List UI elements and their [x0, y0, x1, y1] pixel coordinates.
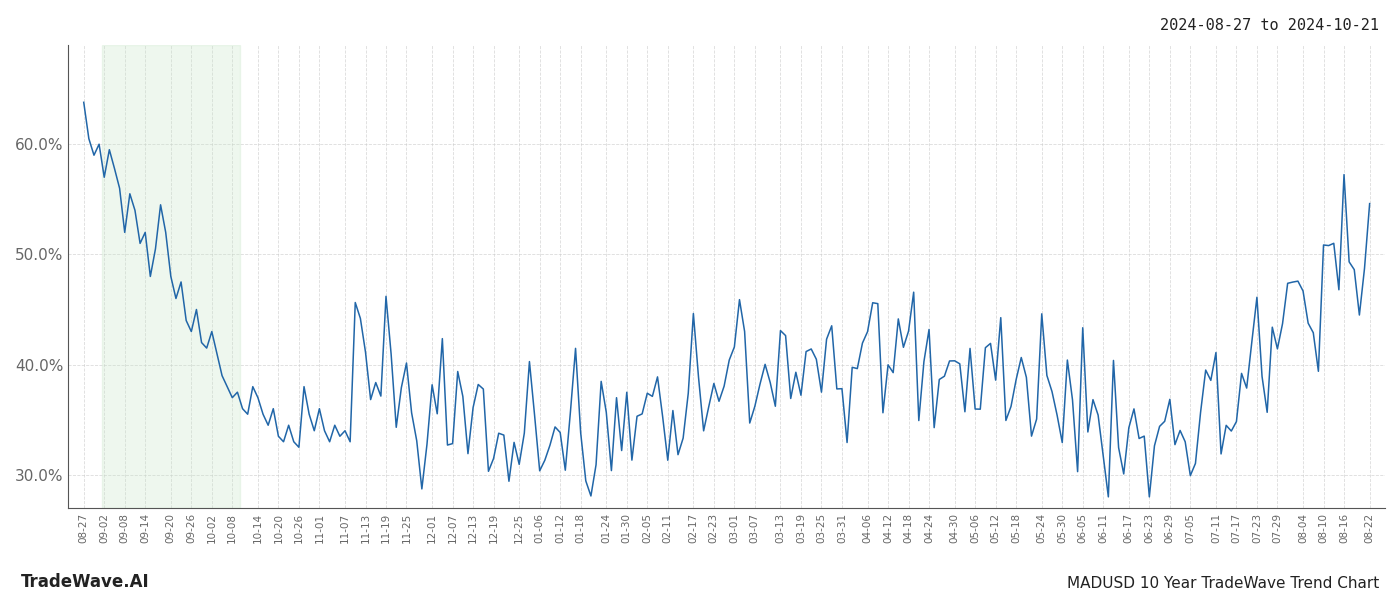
Text: 2024-08-27 to 2024-10-21: 2024-08-27 to 2024-10-21: [1161, 18, 1379, 33]
Text: TradeWave.AI: TradeWave.AI: [21, 573, 150, 591]
Text: MADUSD 10 Year TradeWave Trend Chart: MADUSD 10 Year TradeWave Trend Chart: [1067, 576, 1379, 591]
Bar: [102, 45, 239, 508]
